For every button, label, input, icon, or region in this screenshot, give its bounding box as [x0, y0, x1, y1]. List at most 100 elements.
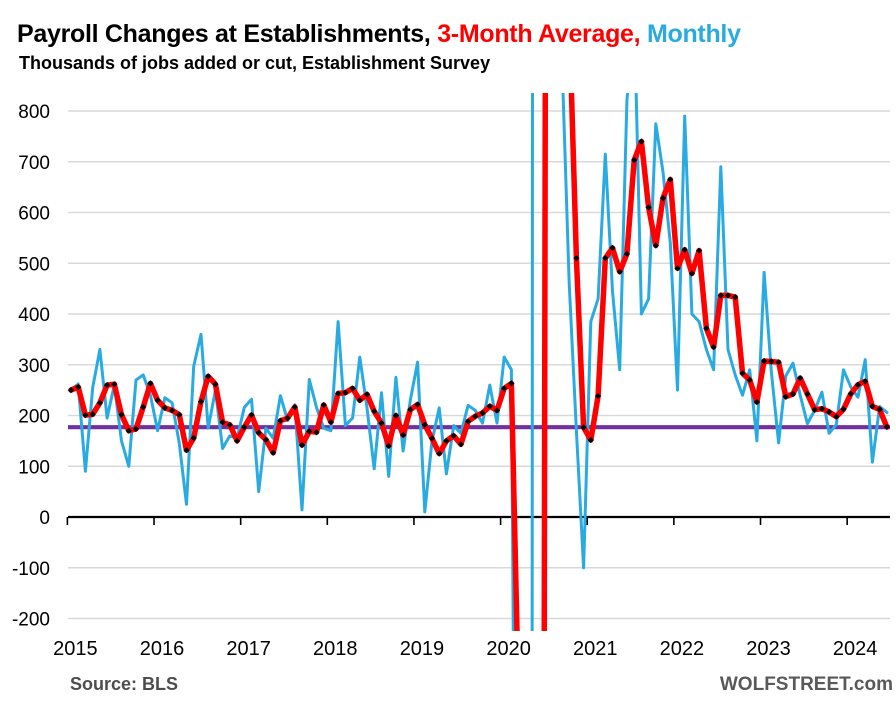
y-tick-label: -100 — [12, 559, 50, 580]
marker-diamond — [277, 417, 284, 424]
marker-diamond — [212, 381, 219, 388]
marker-diamond — [717, 292, 724, 299]
marker-diamond — [840, 406, 847, 413]
marker-diamond — [782, 393, 789, 400]
marker-diamond — [363, 391, 371, 398]
title-part-cyan-legend: Monthly — [640, 20, 741, 48]
marker-diamond — [400, 431, 407, 439]
marker-diamond — [443, 437, 450, 444]
marker-diamond — [436, 450, 443, 457]
y-tick-label: 800 — [18, 102, 50, 123]
marker-diamond — [190, 434, 197, 442]
marker-diamond — [96, 399, 103, 406]
source-credit: Source: BLS — [70, 674, 179, 694]
y-tick-label: -200 — [12, 610, 50, 631]
title-part-red-legend: 3-Month Average, — [437, 20, 641, 48]
x-tick-label: 2021 — [573, 638, 618, 660]
marker-diamond — [414, 401, 421, 408]
x-tick-label: 2017 — [226, 638, 271, 660]
marker-diamond — [197, 398, 205, 405]
marker-diamond — [652, 242, 659, 249]
marker-diamond — [674, 265, 681, 272]
marker-diamond — [862, 378, 869, 385]
marker-diamond — [739, 370, 746, 377]
marker-diamond — [501, 385, 508, 392]
marker-diamond — [233, 437, 241, 444]
marker-diamond — [616, 268, 623, 275]
marker-diamond — [284, 415, 291, 422]
marker-diamond — [392, 412, 399, 419]
marker-diamond — [876, 406, 883, 413]
average-marker-dots — [67, 138, 890, 457]
marker-diamond — [89, 411, 96, 418]
marker-diamond — [811, 406, 818, 413]
marker-diamond — [688, 270, 696, 277]
marker-diamond — [306, 428, 313, 435]
marker-diamond — [854, 381, 862, 388]
marker-diamond — [118, 411, 125, 418]
marker-diamond — [681, 246, 688, 253]
marker-diamond — [407, 406, 414, 413]
marker-diamond — [479, 409, 486, 417]
zero-axis — [66, 515, 890, 525]
marker-diamond — [703, 325, 710, 332]
marker-diamond — [818, 405, 825, 412]
x-tick-label: 2023 — [746, 638, 791, 660]
marker-diamond — [342, 389, 349, 396]
marker-diamond — [450, 432, 457, 439]
marker-diamond — [465, 418, 472, 425]
marker-diamond — [140, 403, 147, 411]
marker-diamond — [320, 401, 327, 409]
marker-diamond — [125, 427, 132, 434]
marker-diamond — [732, 293, 739, 301]
monthly-polyline — [69, 93, 889, 631]
y-gridlines — [68, 110, 890, 620]
chart-subtitle: Thousands of jobs added or cut, Establis… — [19, 53, 491, 73]
chart-title: Payroll Changes at Establishments, 3-Mon… — [17, 20, 741, 49]
marker-diamond — [667, 176, 674, 183]
y-tick-label: 400 — [18, 305, 50, 326]
marker-diamond — [493, 407, 501, 414]
marker-diamond — [573, 255, 580, 262]
marker-diamond — [457, 441, 464, 448]
marker-diamond — [428, 435, 436, 442]
marker-diamond — [255, 429, 262, 436]
marker-diamond — [147, 380, 154, 387]
marker-diamond — [587, 436, 594, 444]
marker-diamond — [826, 408, 833, 416]
x-tick-label: 2018 — [313, 638, 358, 660]
marker-diamond — [356, 397, 363, 404]
marker-diamond — [761, 357, 768, 365]
marker-diamond — [349, 385, 356, 392]
x-tick-label: 2024 — [833, 638, 878, 660]
marker-diamond — [623, 250, 631, 258]
marker-diamond — [883, 423, 890, 431]
average-polyline — [68, 93, 890, 631]
marker-diamond — [421, 421, 428, 428]
monthly-series-line — [69, 93, 889, 631]
marker-diamond — [609, 244, 616, 252]
marker-diamond — [797, 375, 804, 382]
y-tick-label: 200 — [18, 407, 50, 428]
marker-diamond — [176, 411, 183, 418]
marker-diamond — [168, 407, 176, 414]
marker-diamond — [313, 429, 320, 436]
marker-diamond — [219, 419, 226, 426]
marker-diamond — [768, 358, 775, 365]
marker-diamond — [298, 442, 306, 449]
x-axis-labels: 2015 2016 2017 2018 2019 2020 2021 2022 2023 2024 — [53, 638, 877, 660]
marker-diamond — [631, 156, 638, 164]
marker-diamond — [335, 390, 342, 397]
x-tick-label: 2016 — [140, 638, 185, 660]
marker-diamond — [161, 404, 168, 411]
marker-diamond — [486, 403, 493, 410]
y-tick-label: 700 — [18, 153, 50, 174]
three-month-average-line — [68, 93, 890, 631]
marker-diamond — [111, 381, 118, 388]
x-tick-label: 2015 — [53, 638, 98, 660]
y-tick-label: 300 — [18, 356, 50, 377]
marker-diamond — [753, 398, 760, 406]
y-tick-label: 500 — [18, 254, 50, 275]
marker-diamond — [472, 413, 479, 420]
